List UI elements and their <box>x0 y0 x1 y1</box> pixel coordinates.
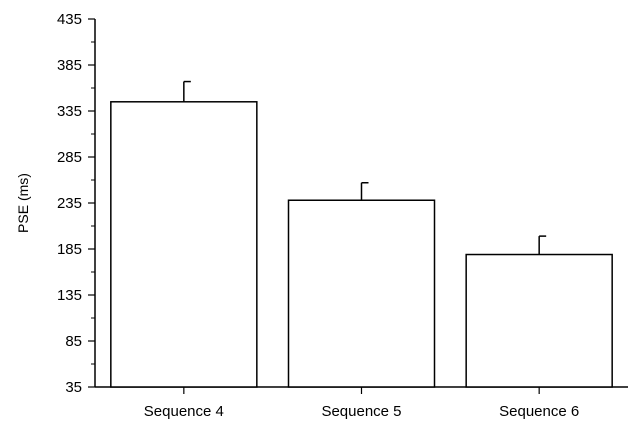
y-tick-label: 85 <box>65 333 82 350</box>
x-tick-label: Sequence 5 <box>321 403 401 420</box>
bar <box>110 101 258 388</box>
x-tick-label: Sequence 4 <box>144 403 224 420</box>
y-tick-label: 435 <box>57 11 82 28</box>
y-tick-label: 285 <box>57 149 82 166</box>
y-axis-title: PSE (ms) <box>15 173 31 233</box>
bars <box>110 80 613 388</box>
x-tick-label: Sequence 6 <box>499 403 579 420</box>
bar <box>287 199 436 388</box>
bar <box>465 253 613 388</box>
y-tick-label: 135 <box>57 287 82 304</box>
y-tick-label: 335 <box>57 103 82 120</box>
y-axis: 35 85 135 185 235 285 335 385 435 <box>57 11 96 396</box>
x-axis: Sequence 4 Sequence 5 Sequence 6 <box>95 386 628 420</box>
y-tick-label: 35 <box>65 379 82 396</box>
y-tick-label: 185 <box>57 241 82 258</box>
y-tick-label: 235 <box>57 195 82 212</box>
y-tick-label: 385 <box>57 57 82 74</box>
